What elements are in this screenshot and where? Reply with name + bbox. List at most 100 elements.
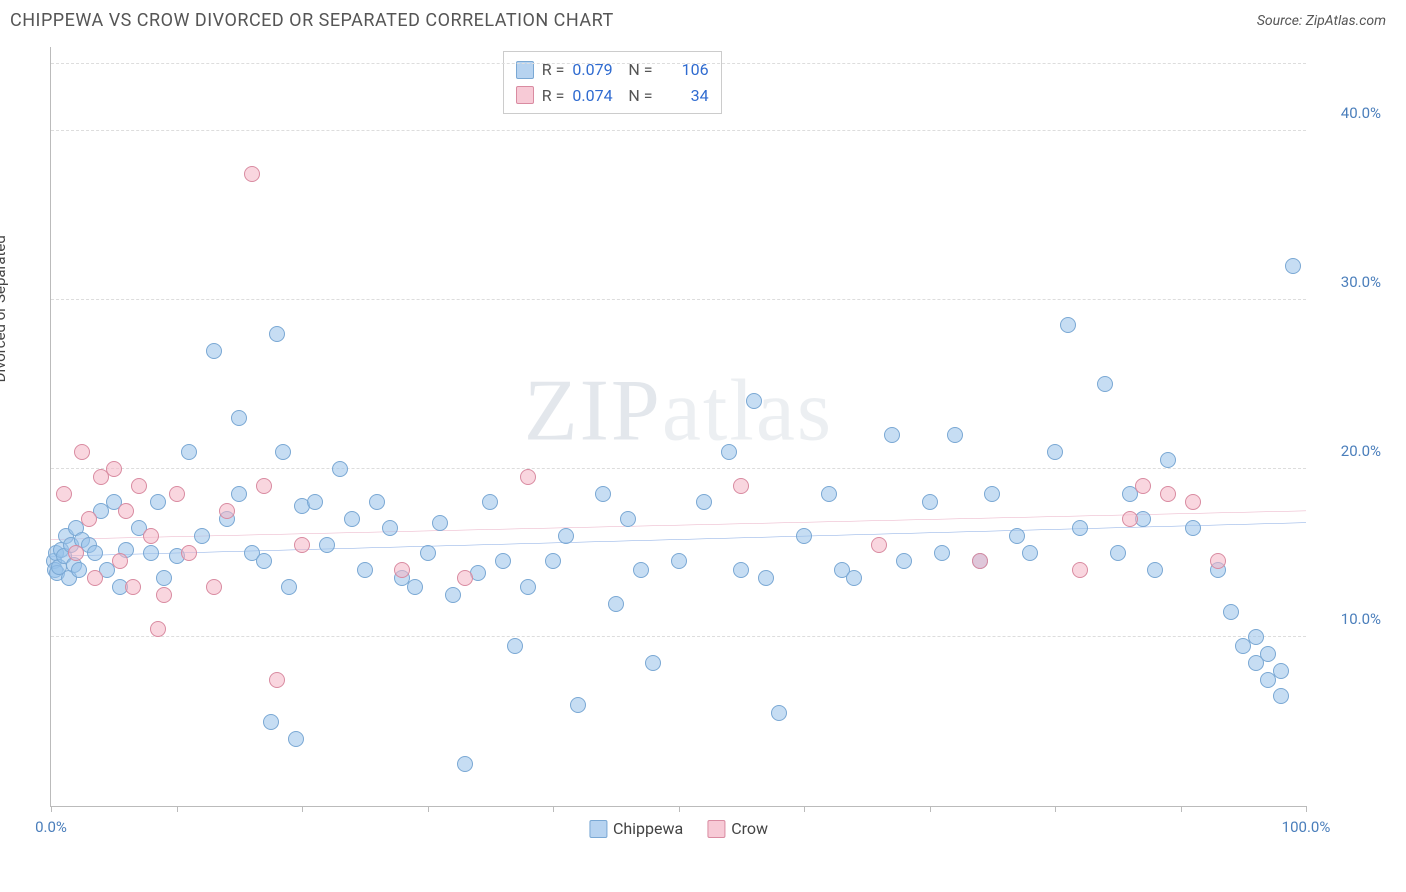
stats-row: R = 0.079 N = 106	[516, 57, 709, 83]
data-point	[269, 672, 285, 688]
data-point	[545, 553, 561, 569]
data-point	[344, 511, 360, 527]
data-point	[1072, 562, 1088, 578]
data-point	[620, 511, 636, 527]
data-point	[721, 444, 737, 460]
stat-r-value: 0.079	[572, 57, 620, 83]
data-point	[771, 705, 787, 721]
plot-area: ZIPatlas R =0.079N =106R =0.074N =34 Chi…	[50, 47, 1306, 807]
data-point	[1022, 545, 1038, 561]
data-point	[1072, 520, 1088, 536]
stat-r-value: 0.074	[572, 83, 620, 109]
data-point	[71, 562, 87, 578]
legend-swatch	[589, 820, 607, 838]
data-point	[1160, 486, 1176, 502]
data-point	[74, 444, 90, 460]
data-point	[1210, 553, 1226, 569]
data-point	[432, 515, 448, 531]
stat-r-label: R =	[542, 83, 565, 109]
data-point	[143, 545, 159, 561]
legend-swatch	[516, 86, 534, 104]
source-credit: Source: ZipAtlas.com	[1257, 13, 1386, 29]
data-point	[87, 545, 103, 561]
data-point	[256, 478, 272, 494]
data-point	[87, 570, 103, 586]
watermark: ZIPatlas	[524, 361, 833, 462]
data-point	[219, 503, 235, 519]
stats-legend-box: R = 0.079 N = 106 R = 0.074 N = 34	[503, 51, 722, 114]
data-point	[156, 570, 172, 586]
x-tick	[1055, 806, 1056, 812]
data-point	[275, 444, 291, 460]
stat-n-value: 106	[661, 57, 709, 83]
data-point	[934, 545, 950, 561]
data-point	[758, 570, 774, 586]
gridline-h	[51, 636, 1306, 637]
data-point	[595, 486, 611, 502]
y-tick-label: 40.0%	[1316, 104, 1381, 122]
data-point	[671, 553, 687, 569]
data-point	[520, 579, 536, 595]
series-legend: ChippewaCrow	[589, 819, 768, 838]
data-point	[1110, 545, 1126, 561]
data-point	[558, 528, 574, 544]
data-point	[169, 486, 185, 502]
x-tick	[51, 806, 52, 812]
data-point	[68, 545, 84, 561]
x-tick	[679, 806, 680, 812]
data-point	[112, 553, 128, 569]
data-point	[125, 579, 141, 595]
gridline-h	[51, 299, 1306, 300]
data-point	[181, 545, 197, 561]
x-tick	[1181, 806, 1182, 812]
data-point	[733, 478, 749, 494]
x-tick	[177, 806, 178, 812]
stat-n-label: N =	[628, 83, 652, 109]
y-tick-label: 30.0%	[1316, 273, 1381, 291]
data-point	[369, 494, 385, 510]
data-point	[407, 579, 423, 595]
data-point	[382, 520, 398, 536]
data-point	[294, 537, 310, 553]
data-point	[118, 503, 134, 519]
stat-n-value: 34	[661, 83, 709, 109]
data-point	[608, 596, 624, 612]
stat-n-label: N =	[628, 57, 652, 83]
data-point	[206, 579, 222, 595]
x-tick	[428, 806, 429, 812]
data-point	[495, 553, 511, 569]
data-point	[263, 714, 279, 730]
x-tick-label: 0.0%	[35, 818, 67, 836]
data-point	[1135, 478, 1151, 494]
x-tick	[302, 806, 303, 812]
data-point	[56, 486, 72, 502]
data-point	[1260, 672, 1276, 688]
data-point	[269, 326, 285, 342]
stat-r-label: R =	[542, 57, 565, 83]
data-point	[231, 410, 247, 426]
data-point	[1223, 604, 1239, 620]
source-name: ZipAtlas.com	[1306, 13, 1386, 29]
data-point	[507, 638, 523, 654]
data-point	[821, 486, 837, 502]
legend-item: Chippewa	[589, 819, 683, 838]
data-point	[1248, 655, 1264, 671]
y-tick-label: 10.0%	[1316, 610, 1381, 628]
stats-row: R = 0.074 N = 34	[516, 83, 709, 109]
data-point	[633, 562, 649, 578]
data-point	[206, 343, 222, 359]
data-point	[1097, 376, 1113, 392]
data-point	[1273, 688, 1289, 704]
data-point	[150, 621, 166, 637]
data-point	[984, 486, 1000, 502]
data-point	[1185, 494, 1201, 510]
data-point	[156, 587, 172, 603]
gridline-h	[51, 130, 1306, 131]
legend-swatch	[707, 820, 725, 838]
x-tick	[804, 806, 805, 812]
data-point	[922, 494, 938, 510]
data-point	[319, 537, 335, 553]
data-point	[357, 562, 373, 578]
data-point	[281, 579, 297, 595]
data-point	[244, 166, 260, 182]
